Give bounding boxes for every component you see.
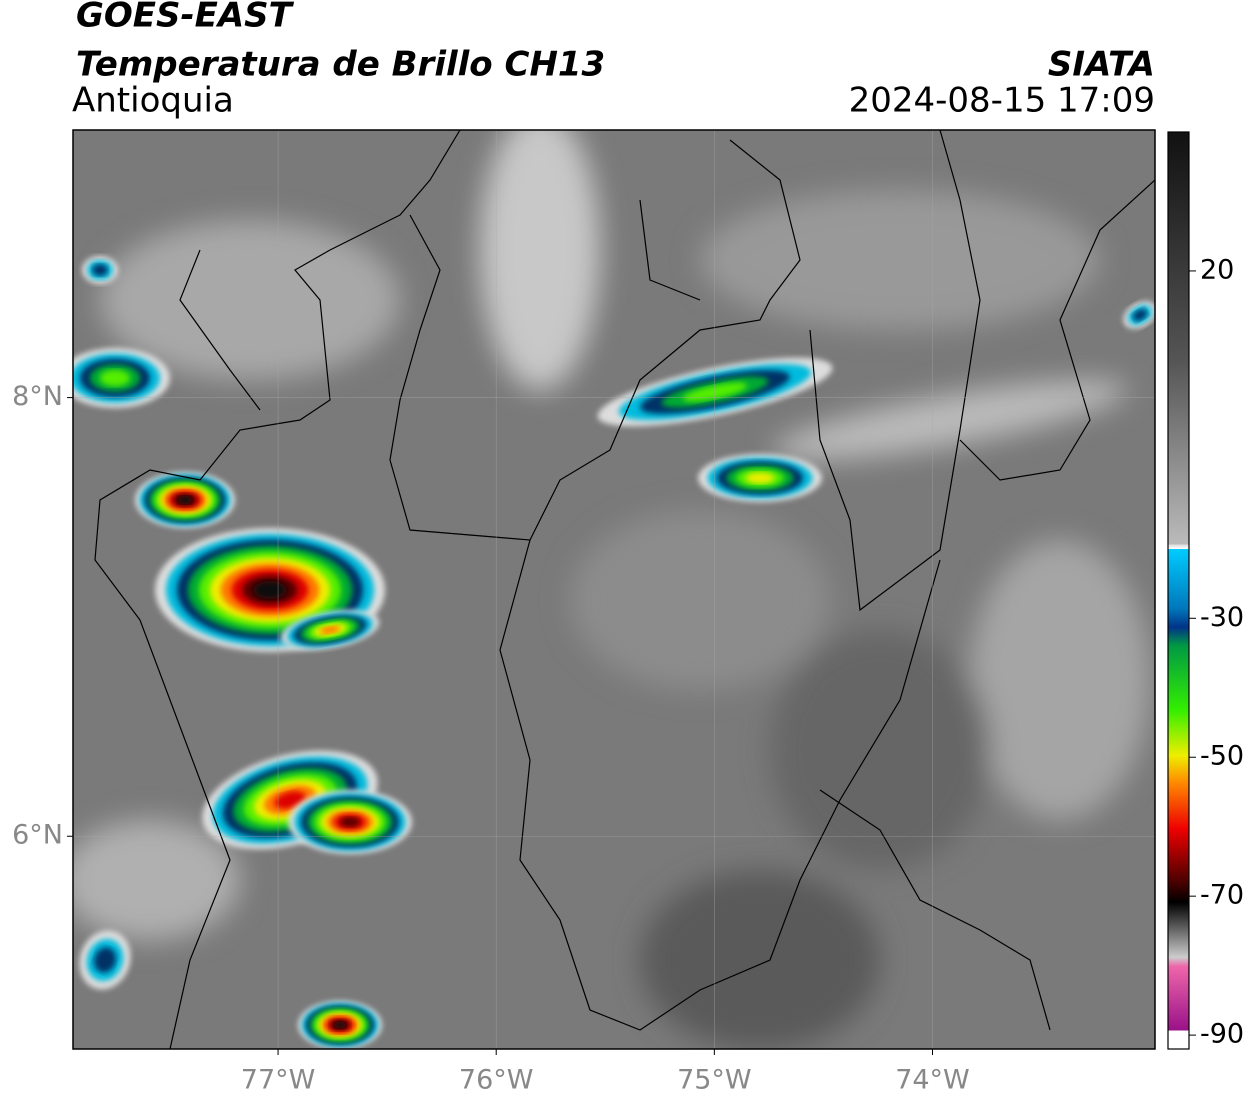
storm-ring xyxy=(177,496,193,504)
ticks: 77°W 76°W 75°W 74°W 8°N 6°N 20 -30 -50 -70 -90 xyxy=(12,254,1244,1095)
storm-ring xyxy=(253,581,287,599)
coastline xyxy=(94,130,461,1049)
y-tick-label: 6°N xyxy=(12,820,63,851)
border xyxy=(809,130,981,612)
storms xyxy=(73,256,1155,1049)
storm-ring xyxy=(320,626,340,634)
border xyxy=(389,139,801,541)
cloud xyxy=(73,820,240,940)
storm-ring xyxy=(94,947,116,973)
cloud xyxy=(770,630,990,870)
storm-ring xyxy=(274,791,306,809)
colorbar-tick-label: -30 xyxy=(1200,602,1244,633)
cloud xyxy=(480,130,600,390)
colorbar-tick-label: 20 xyxy=(1200,254,1234,285)
x-tick-label: 77°W xyxy=(241,1065,316,1096)
cloud xyxy=(700,190,1100,330)
cloud xyxy=(970,540,1150,820)
colorbar-tick-label: -50 xyxy=(1200,741,1244,772)
border xyxy=(639,199,701,301)
map-frame xyxy=(72,129,1156,1050)
cloud xyxy=(100,220,400,380)
grid xyxy=(73,130,1155,1049)
boundaries xyxy=(94,130,1155,1049)
border xyxy=(819,789,1051,1031)
colorbar-tick-label: -90 xyxy=(1200,1019,1244,1050)
border xyxy=(499,539,941,1031)
cloud xyxy=(640,870,880,1049)
colorbar xyxy=(1167,131,1190,1050)
storm-ring xyxy=(745,472,775,484)
storm-ring xyxy=(100,369,130,387)
x-tick-label: 74°W xyxy=(895,1065,970,1096)
storm-ring xyxy=(92,264,108,276)
y-tick-label: 8°N xyxy=(12,381,63,412)
colorbar-tick-label: -70 xyxy=(1200,880,1244,911)
storm-ring xyxy=(340,816,360,828)
border xyxy=(179,249,261,411)
satellite: GOES-EAST xyxy=(76,0,295,36)
storm-ring xyxy=(682,382,748,402)
map-image xyxy=(73,130,1155,1049)
region: Antioquia xyxy=(72,81,234,121)
x-tick-label: 76°W xyxy=(459,1065,534,1096)
border xyxy=(959,179,1155,481)
cloud xyxy=(570,510,830,690)
product: Temperatura de Brillo CH13 xyxy=(76,45,605,85)
x-tick-label: 75°W xyxy=(677,1065,752,1096)
source: SIATA xyxy=(1048,45,1155,85)
storm-ring xyxy=(334,1021,346,1029)
cloud xyxy=(772,380,1128,460)
cloud-texture xyxy=(73,130,1150,1049)
datetime: 2024-08-15 17:09 xyxy=(849,81,1155,121)
storm-ring xyxy=(1132,309,1148,321)
